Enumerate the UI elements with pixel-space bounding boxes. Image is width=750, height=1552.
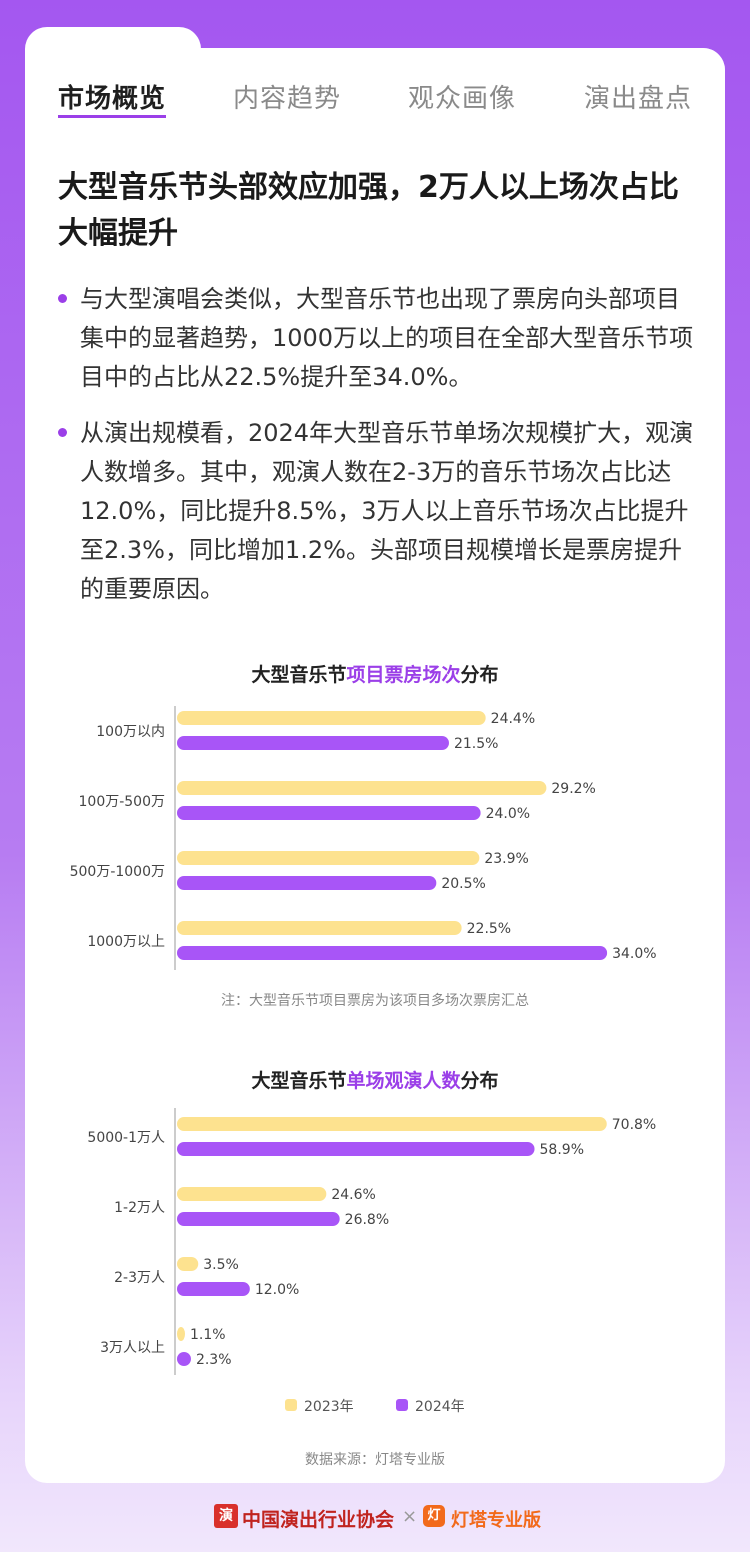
chart2-bar [177,1212,340,1226]
legend-swatch-2023 [285,1399,297,1411]
chart2-category-label: 2-3万人 [114,1270,165,1286]
tab-content-trends[interactable]: 内容趋势 [233,84,342,114]
chart1-note: 注：大型音乐节项目票房为该项目多场次票房汇总 [221,993,529,1009]
chart2-data-label: 58.9% [540,1142,584,1158]
chart2-bar [177,1352,191,1366]
active-tab-background [25,27,201,158]
cpaa-seal-logo: 演 [214,1504,238,1528]
chart1-title: 大型音乐节项目票房场次分布 [251,664,499,686]
chart2-data-label: 26.8% [345,1212,389,1228]
chart2-bar [177,1282,250,1296]
tab-audience-profile[interactable]: 观众画像 [408,84,517,114]
tab-market-overview[interactable]: 市场概览 [58,84,167,114]
chart2-bar [177,1327,185,1341]
brand-name: 灯塔专业版 [451,1510,541,1531]
chart1-bar [177,736,449,750]
bullet-text-2: 从演出规模看，2024年大型音乐节单场次规模扩大，观演人数增多。其中，观演人数在… [80,419,694,603]
legend-swatch-2024 [396,1399,408,1411]
chart1-category-label: 100万-500万 [79,794,166,810]
tab-show-review[interactable]: 演出盘点 [584,84,693,114]
org-name: 中国演出行业协会 [242,1509,395,1531]
chart2-category-label: 3万人以上 [100,1340,165,1356]
chart2-data-label: 1.1% [190,1327,226,1343]
chart1-bar [177,851,480,865]
chart2-data-label: 3.5% [203,1257,239,1273]
chart1-bar [177,921,462,935]
legend-label-2024: 2024年 [415,1399,465,1415]
chart2-data-label: 2.3% [196,1352,232,1368]
chart1-data-label: 34.0% [612,946,656,962]
chart1-bar [177,876,437,890]
legend-label-2023: 2023年 [304,1399,354,1415]
chart2-data-label: 12.0% [255,1282,299,1298]
chart1-data-label: 22.5% [467,921,511,937]
bullet-dot-2 [58,428,67,437]
chart2-data-label: 24.6% [331,1187,375,1203]
chart2-data-label: 70.8% [612,1117,656,1133]
chart1-data-label: 20.5% [441,876,485,892]
chart1-bar [177,781,547,795]
chart1-data-label: 29.2% [551,781,595,797]
chart1-category-label: 1000万以上 [87,934,165,950]
cross-separator: × [402,1506,418,1527]
dengta-logo-icon: 灯 [423,1505,445,1527]
chart1-bar [177,711,486,725]
bullet-text-1: 与大型演唱会类似，大型音乐节也出现了票房向头部项目集中的显著趋势，1000万以上… [80,285,694,391]
chart2-category-label: 5000-1万人 [87,1130,165,1146]
chart1-category-label: 100万以内 [96,724,165,740]
chart2-bar [177,1187,327,1201]
chart1-data-label: 21.5% [454,736,498,752]
chart1-category-label: 500万-1000万 [70,864,165,880]
chart2-title: 大型音乐节单场观演人数分布 [251,1070,499,1092]
chart1-data-label: 24.0% [486,806,530,822]
chart2-bar [177,1257,199,1271]
chart1-bar [177,806,481,820]
chart1-data-label: 23.9% [484,851,528,867]
chart1-bar [177,946,608,960]
active-tab-indicator [58,115,166,118]
chart2-bar [177,1117,607,1131]
bullet-dot-1 [58,294,67,303]
chart1-data-label: 24.4% [491,711,535,727]
chart2-bar [177,1142,535,1156]
data-source: 数据来源：灯塔专业版 [305,1452,445,1468]
chart2-category-label: 1-2万人 [114,1200,165,1216]
page-headline: 大型音乐节头部效应加强，2万人以上场次占比大幅提升 [58,170,679,251]
content-card [25,48,725,1483]
